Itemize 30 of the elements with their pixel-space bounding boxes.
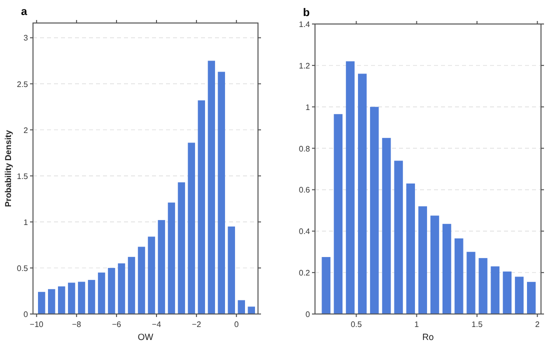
x-tick-label: −8	[72, 320, 82, 329]
y-tick-label: 0.8	[298, 144, 311, 154]
y-tick-label: 0.6	[298, 186, 311, 195]
x-tick-label: 2	[535, 320, 540, 329]
chart-title: b	[303, 7, 310, 19]
y-tick-label: 1.2	[298, 61, 311, 70]
y-axis-title: Probability Density	[3, 130, 13, 207]
y-tick-label: 0	[306, 310, 311, 319]
y-tick-label: 1	[306, 102, 311, 112]
x-axis-title: Ro	[422, 332, 434, 342]
y-tick-label: 0.2	[298, 268, 311, 278]
y-tick-label: 0.4	[298, 227, 311, 236]
x-tick-label: 1	[414, 320, 420, 329]
y-tick-label: 0	[24, 310, 29, 319]
y-tick-label: 1.4	[298, 20, 311, 29]
x-tick-label: 0.5	[350, 320, 362, 329]
x-tick-label: −6	[112, 320, 122, 329]
y-tick-label: 1	[24, 218, 29, 227]
x-tick-label: 0	[234, 320, 240, 329]
x-tick-label: −10	[30, 320, 44, 329]
chart-title: a	[21, 6, 28, 18]
x-axis-title: OW	[138, 332, 154, 342]
y-tick-label: 0.5	[16, 264, 29, 273]
y-tick-label: 1.5	[16, 172, 29, 181]
x-tick-label: −2	[192, 320, 202, 329]
y-tick-label: 2.5	[16, 80, 29, 89]
x-tick-label: 1.5	[471, 320, 484, 329]
y-tick-label: 3	[24, 34, 29, 43]
x-tick-label: −4	[152, 320, 162, 329]
y-tick-label: 2	[24, 126, 29, 135]
